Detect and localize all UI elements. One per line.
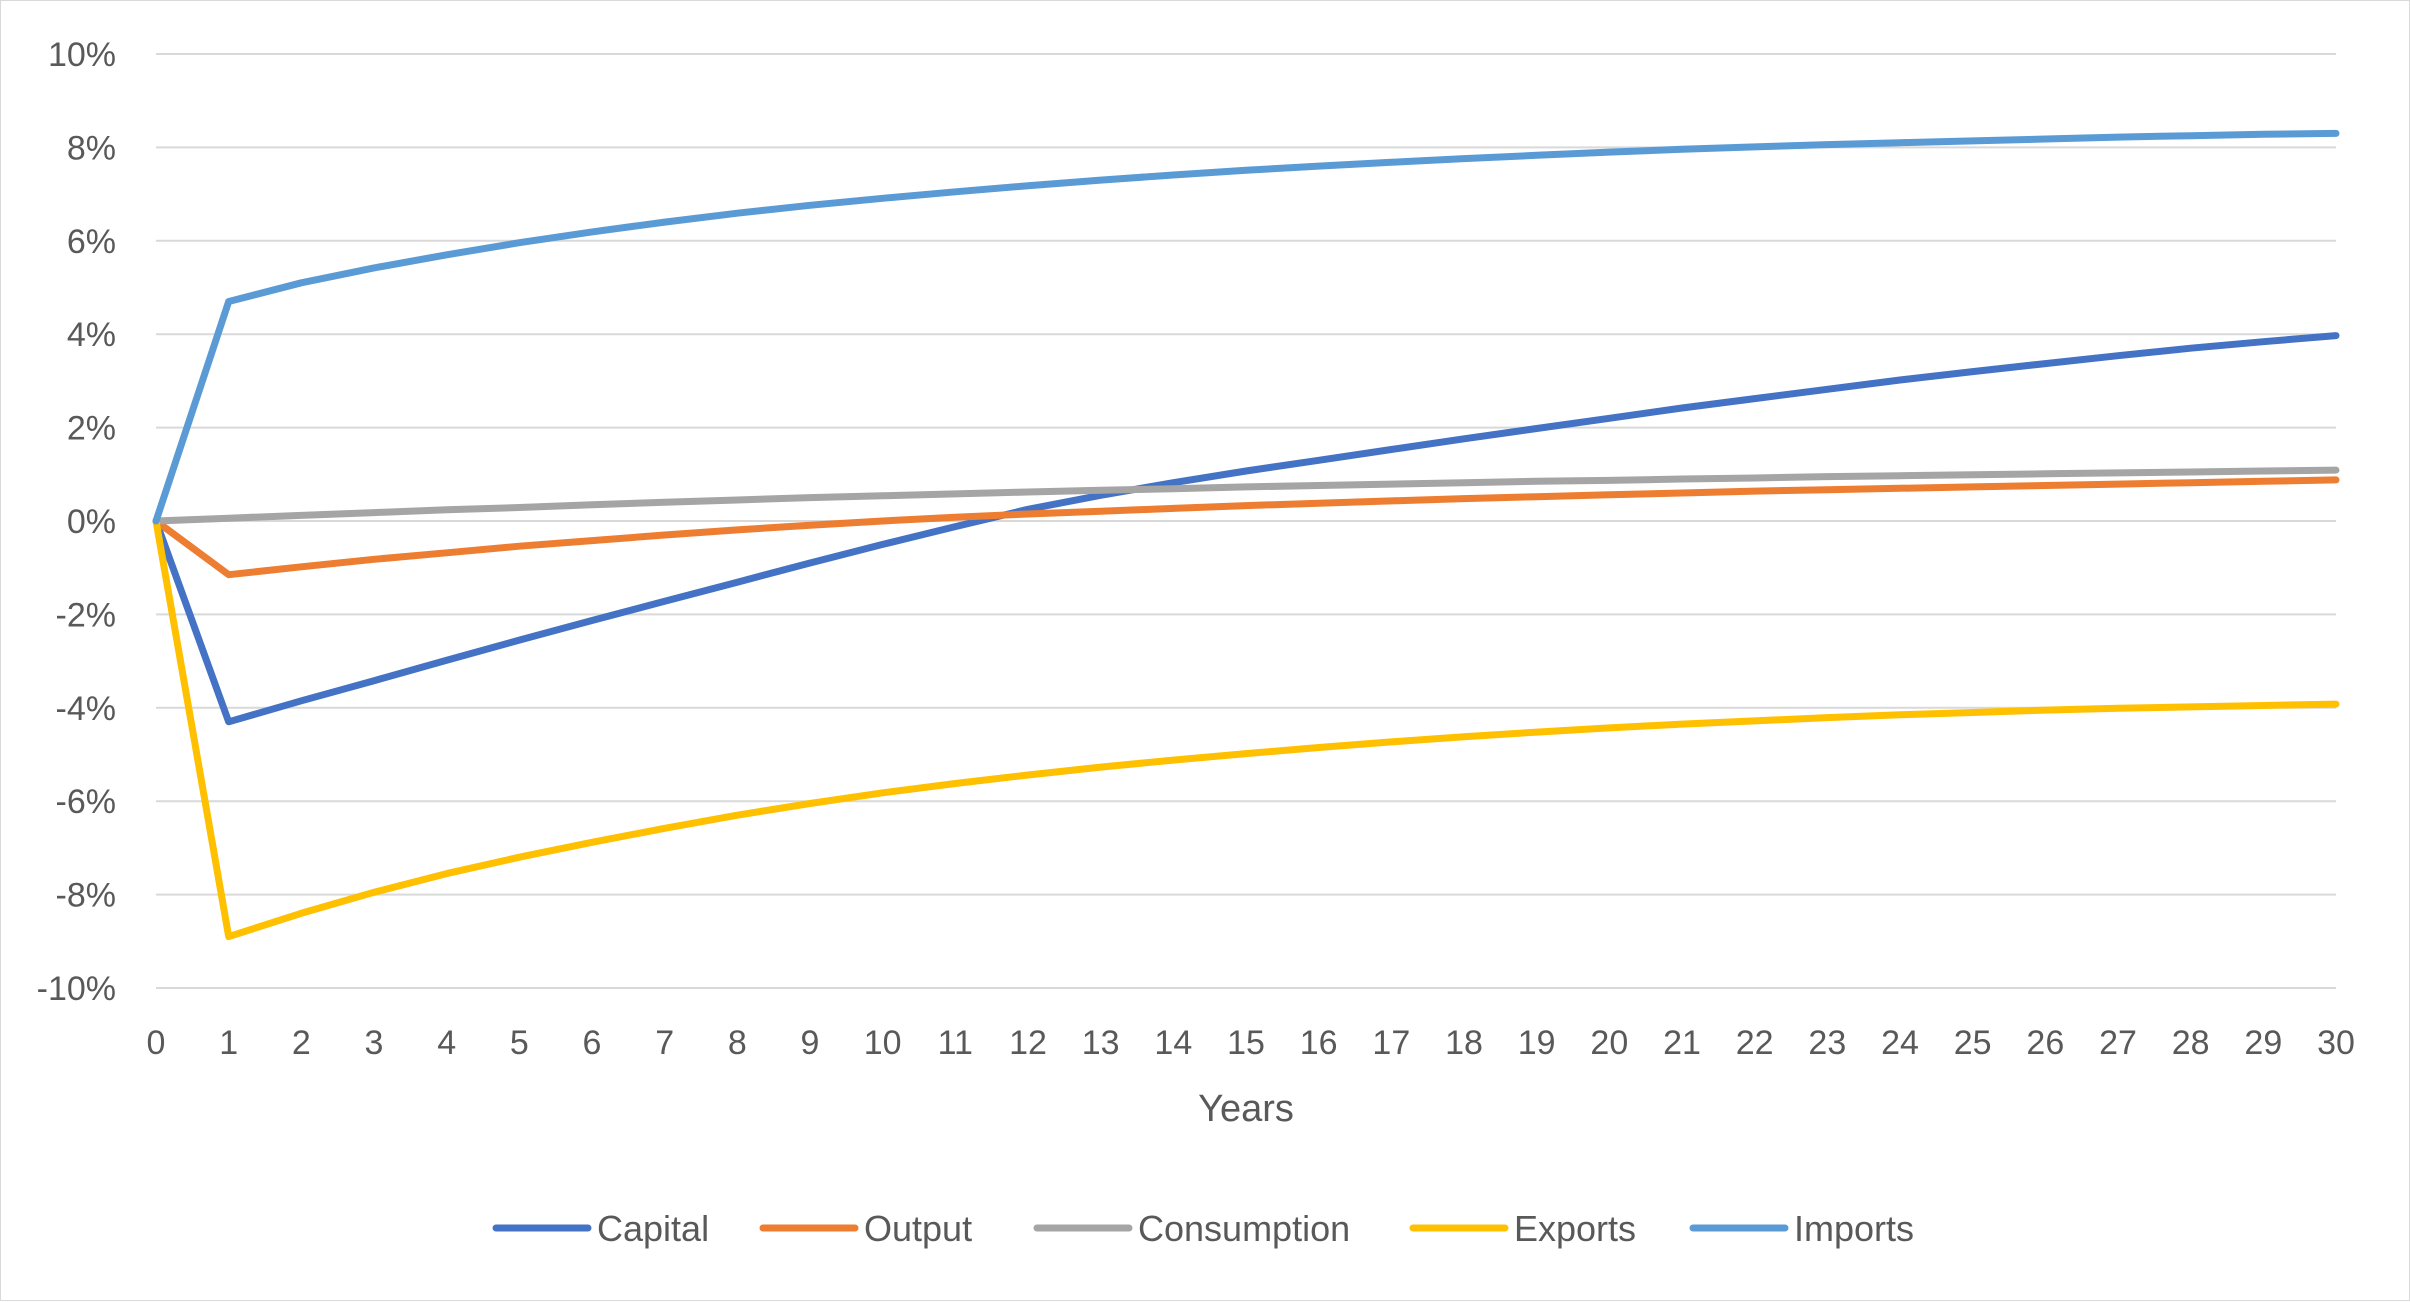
legend-item-imports: Imports xyxy=(1689,1208,1914,1249)
x-tick-label: 8 xyxy=(728,1024,747,1062)
y-tick-label: 0% xyxy=(67,503,116,541)
x-axis-tick-labels: 0 1 2 3 4 5 6 7 8 9 10 11 12 13 14 15 16 17 18 19 20 21 22 23 24… xyxy=(147,1024,2355,1062)
x-tick-label: 1 xyxy=(219,1024,238,1062)
y-tick-label: -2% xyxy=(56,596,116,634)
y-axis-tick-labels: -10% -8% -6% -4% -2% 0% 2% 4% 6% 8% 10% xyxy=(37,36,116,1008)
x-tick-label: 20 xyxy=(1590,1024,1628,1062)
x-tick-label: 23 xyxy=(1808,1024,1846,1062)
y-tick-label: -4% xyxy=(56,690,116,728)
x-tick-label: 2 xyxy=(292,1024,311,1062)
x-tick-label: 5 xyxy=(510,1024,529,1062)
x-tick-label: 14 xyxy=(1154,1024,1192,1062)
y-tick-label: -8% xyxy=(56,877,116,915)
legend-item-capital: Capital xyxy=(492,1208,709,1249)
x-tick-label: 27 xyxy=(2099,1024,2137,1062)
x-tick-label: 11 xyxy=(938,1024,973,1062)
series-line-consumption xyxy=(152,466,2340,525)
legend: Capital Output Consumption Exports Imports xyxy=(492,1208,1914,1249)
legend-label: Output xyxy=(864,1208,972,1249)
y-tick-label: -6% xyxy=(56,783,116,821)
x-tick-label: 12 xyxy=(1009,1024,1047,1062)
x-tick-label: 10 xyxy=(864,1024,902,1062)
x-tick-label: 13 xyxy=(1082,1024,1120,1062)
x-tick-label: 3 xyxy=(365,1024,384,1062)
legend-label: Imports xyxy=(1794,1208,1914,1249)
x-tick-label: 15 xyxy=(1227,1024,1265,1062)
legend-item-output: Output xyxy=(759,1208,972,1249)
legend-item-consumption: Consumption xyxy=(1033,1208,1350,1249)
series-lines xyxy=(152,129,2340,941)
y-tick-label: 8% xyxy=(67,129,116,167)
x-tick-label: 25 xyxy=(1954,1024,1992,1062)
x-tick-label: 21 xyxy=(1663,1024,1701,1062)
gridlines xyxy=(156,53,2336,989)
legend-label: Capital xyxy=(597,1208,709,1249)
x-tick-label: 30 xyxy=(2317,1024,2355,1062)
x-tick-label: 9 xyxy=(801,1024,820,1062)
y-tick-label: 4% xyxy=(67,316,116,354)
y-tick-label: 10% xyxy=(48,36,116,74)
x-tick-label: 16 xyxy=(1300,1024,1338,1062)
series-line-capital xyxy=(152,332,2340,726)
x-tick-label: 4 xyxy=(437,1024,456,1062)
x-tick-label: 19 xyxy=(1518,1024,1556,1062)
x-axis-title: Years xyxy=(1198,1088,1294,1130)
x-tick-label: 0 xyxy=(147,1024,166,1062)
x-tick-label: 28 xyxy=(2172,1024,2210,1062)
x-tick-label: 22 xyxy=(1736,1024,1774,1062)
series-line-exports xyxy=(152,517,2340,941)
legend-label: Consumption xyxy=(1138,1208,1350,1249)
legend-label: Exports xyxy=(1514,1208,1636,1249)
series-line-output xyxy=(152,476,2340,579)
x-tick-label: 17 xyxy=(1372,1024,1410,1062)
y-tick-label: 6% xyxy=(67,223,116,261)
x-tick-label: 29 xyxy=(2244,1024,2282,1062)
x-tick-label: 6 xyxy=(583,1024,602,1062)
series-line-imports xyxy=(152,129,2340,525)
x-tick-label: 7 xyxy=(655,1024,674,1062)
x-tick-label: 24 xyxy=(1881,1024,1919,1062)
y-tick-label: -10% xyxy=(37,970,116,1008)
x-tick-label: 26 xyxy=(2026,1024,2064,1062)
x-tick-label: 18 xyxy=(1445,1024,1483,1062)
legend-item-exports: Exports xyxy=(1409,1208,1636,1249)
y-tick-label: 2% xyxy=(67,410,116,448)
